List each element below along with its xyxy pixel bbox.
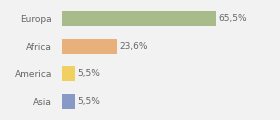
Text: 5,5%: 5,5% [77, 97, 100, 106]
Text: 5,5%: 5,5% [77, 69, 100, 78]
Bar [62, 39, 117, 54]
Text: 65,5%: 65,5% [219, 14, 248, 23]
Bar [62, 11, 216, 26]
Text: 23,6%: 23,6% [120, 42, 148, 51]
Bar [62, 94, 74, 109]
Bar [62, 66, 74, 81]
